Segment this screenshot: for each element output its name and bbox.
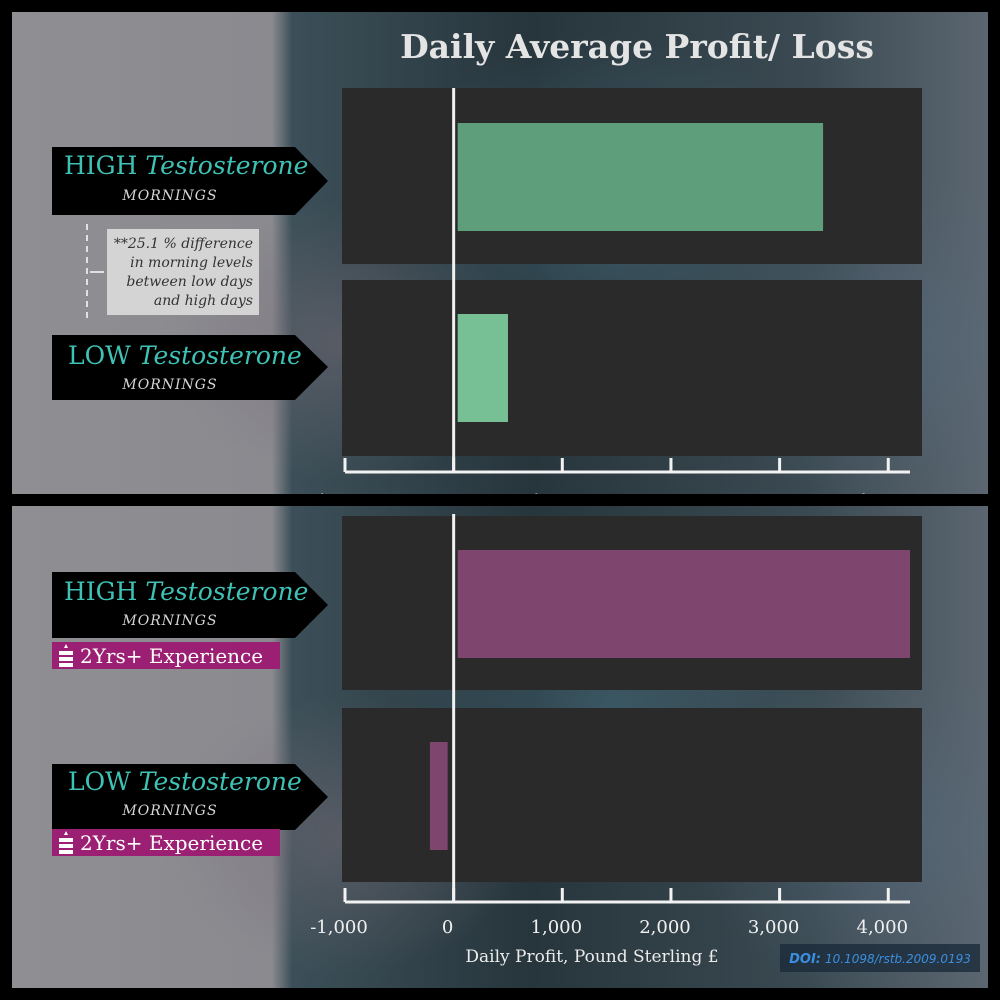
x-tick-label: 3,000 (748, 491, 800, 494)
note-line-1: **25.1 % difference (114, 236, 253, 252)
doi-reference: DOI: 10.1098/rstb.2009.0193 (780, 944, 980, 972)
mornings-label: MORNINGS (121, 613, 217, 629)
svg-text:LOW Testosterone: LOW Testosterone (68, 767, 302, 796)
x-tick-label: 1,000 (531, 491, 583, 494)
x-axis-label: Daily Profit, Pound Sterling £ (465, 947, 718, 967)
low-word: LOW (68, 341, 131, 370)
experience-badge (52, 642, 280, 669)
difference-note: **25.1 % difference in morning levels be… (86, 224, 259, 320)
bottom-chart: -1,000 0 1,000 2,000 3,000 4,000 Daily Profit… (52, 514, 980, 972)
label-arrow-high (52, 147, 328, 215)
x-tick-label: 1,000 (531, 917, 583, 938)
bar-high-testosterone-experienced (457, 550, 910, 658)
stacked-books-icon (59, 831, 73, 854)
mornings-label: MORNINGS (121, 803, 217, 819)
label-low-testosterone-experienced: LOW Testosterone MORNINGS 2Yrs+ Experien… (52, 764, 328, 856)
high-word: HIGH (64, 151, 137, 180)
svg-text:DOI: 10.1098/rstb.2009.0193: DOI: 10.1098/rstb.2009.0193 (789, 950, 971, 967)
label-arrow-low (52, 764, 328, 830)
x-tick-label: 4,000 (857, 491, 909, 494)
bar-high-testosterone (457, 123, 824, 231)
note-line-4: and high days (154, 293, 253, 309)
mornings-label: MORNINGS (121, 377, 217, 393)
mornings-label: MORNINGS (121, 188, 217, 204)
low-word: LOW (68, 767, 131, 796)
label-arrow-high (52, 572, 328, 638)
x-tick-label: 2,000 (639, 917, 691, 938)
doi-value: 10.1098/rstb.2009.0193 (825, 952, 971, 966)
x-tick-label: -1,000 (310, 917, 368, 938)
chart-title: Daily Average Profit/ Loss (400, 27, 874, 66)
label-arrow-low (52, 335, 328, 400)
high-word: HIGH (64, 577, 137, 606)
top-panel: Daily Average Profit/ Loss -1,000 0 1,000 2… (12, 12, 988, 494)
stacked-books-icon (59, 644, 73, 667)
experience-label: 2Yrs+ Experience (80, 831, 263, 855)
bar-low-testosterone-experienced (429, 742, 448, 850)
doi-prefix: DOI: (789, 952, 821, 967)
x-tick-label: 2,000 (639, 491, 691, 494)
testosterone-word: Testosterone (139, 341, 302, 370)
row-bg-low (342, 708, 922, 882)
note-line-3: between low days (126, 274, 253, 290)
top-chart: Daily Average Profit/ Loss -1,000 0 1,000 2… (52, 27, 922, 494)
svg-text:HIGH Testosterone: HIGH Testosterone (64, 151, 308, 180)
x-tick-label: 4,000 (857, 917, 909, 938)
row-bg-low (342, 280, 922, 456)
experience-badge (52, 829, 280, 856)
x-axis-ticks: -1,000 0 1,000 2,000 3,000 4,000 (310, 458, 908, 494)
testosterone-word: Testosterone (139, 767, 302, 796)
label-high-testosterone: HIGH Testosterone MORNINGS (52, 147, 328, 215)
x-tick-label: 0 (442, 917, 453, 938)
svg-text:HIGH Testosterone: HIGH Testosterone (64, 577, 308, 606)
bar-low-testosterone (457, 314, 508, 422)
experience-label: 2Yrs+ Experience (80, 644, 263, 668)
testosterone-word: Testosterone (145, 151, 308, 180)
testosterone-word: Testosterone (145, 577, 308, 606)
doi-box (780, 944, 980, 972)
bottom-panel: -1,000 0 1,000 2,000 3,000 4,000 Daily Profit… (12, 506, 988, 988)
x-axis-ticks: -1,000 0 1,000 2,000 3,000 4,000 (310, 888, 908, 938)
label-high-testosterone-experienced: HIGH Testosterone MORNINGS 2Yrs+ Experie… (52, 572, 328, 669)
svg-text:LOW Testosterone: LOW Testosterone (68, 341, 302, 370)
label-low-testosterone: LOW Testosterone MORNINGS (52, 335, 328, 400)
x-tick-label: 0 (442, 491, 453, 494)
x-tick-label: -1,000 (310, 491, 368, 494)
x-tick-label: 3,000 (748, 917, 800, 938)
note-box (107, 229, 259, 315)
note-line-2: in morning levels (130, 255, 253, 271)
